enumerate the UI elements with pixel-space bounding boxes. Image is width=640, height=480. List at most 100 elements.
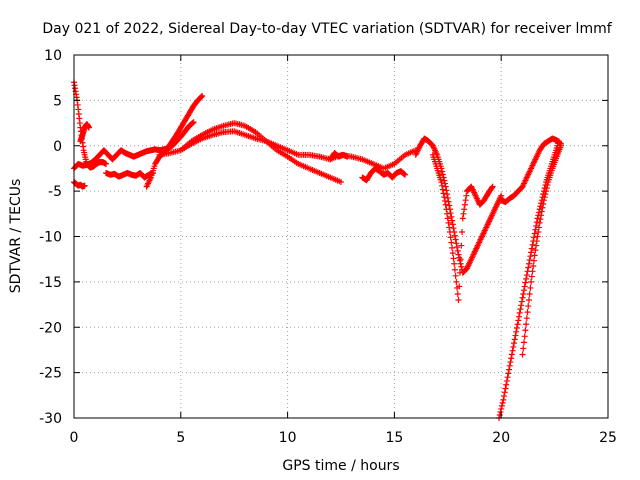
data-point bbox=[514, 321, 521, 328]
data-point bbox=[344, 153, 351, 160]
data-point bbox=[558, 142, 565, 149]
data-point bbox=[523, 275, 530, 282]
x-tick-label: 25 bbox=[599, 430, 617, 446]
data-point bbox=[521, 283, 528, 290]
data-point bbox=[462, 197, 469, 204]
x-tick-label: 10 bbox=[279, 430, 297, 446]
data-point bbox=[517, 306, 524, 313]
data-point bbox=[443, 187, 450, 194]
chart-title: Day 021 of 2022, Sidereal Day-to-day VTE… bbox=[42, 21, 612, 37]
data-point bbox=[544, 182, 551, 189]
data-point bbox=[530, 234, 537, 241]
data-point bbox=[498, 405, 505, 412]
data-point bbox=[526, 290, 533, 297]
x-tick-label: 15 bbox=[385, 430, 403, 446]
data-point bbox=[199, 92, 206, 99]
data-point bbox=[515, 317, 522, 324]
data-point bbox=[189, 119, 196, 126]
data-point bbox=[501, 393, 508, 400]
series-satellite-track-2 bbox=[71, 119, 197, 172]
data-point bbox=[446, 202, 453, 209]
data-point bbox=[538, 208, 545, 215]
y-tick-label: 10 bbox=[44, 48, 62, 64]
y-axis-title: SDTVAR / TECUs bbox=[8, 179, 24, 294]
data-point bbox=[448, 239, 455, 246]
data-point bbox=[541, 194, 548, 201]
data-point bbox=[451, 266, 458, 273]
data-point bbox=[522, 327, 529, 334]
data-point bbox=[525, 264, 532, 271]
data-point bbox=[444, 191, 451, 198]
data-point bbox=[441, 194, 448, 201]
data-point bbox=[450, 225, 457, 232]
data-point bbox=[81, 182, 88, 189]
x-tick-label: 0 bbox=[70, 430, 79, 446]
series-satellite-track-3 bbox=[71, 179, 88, 190]
data-point bbox=[533, 242, 540, 249]
data-point bbox=[528, 273, 535, 280]
data-point bbox=[441, 197, 448, 204]
y-tick-label: -20 bbox=[39, 320, 62, 336]
data-point bbox=[511, 336, 518, 343]
data-point bbox=[454, 244, 461, 251]
data-point bbox=[449, 244, 456, 251]
data-point bbox=[459, 228, 466, 235]
data-point bbox=[442, 201, 449, 208]
series-satellite-track-11 bbox=[412, 135, 505, 276]
data-point bbox=[449, 221, 456, 228]
data-point bbox=[498, 402, 505, 409]
grid-lines bbox=[74, 55, 608, 418]
y-tick-label: -15 bbox=[39, 275, 62, 291]
data-point bbox=[555, 138, 562, 145]
data-point bbox=[496, 411, 503, 418]
data-point bbox=[536, 219, 543, 226]
data-point bbox=[508, 351, 515, 358]
data-point bbox=[455, 297, 462, 304]
data-point bbox=[447, 234, 454, 241]
series-satellite-track-12 bbox=[429, 151, 496, 304]
data-point bbox=[512, 332, 519, 339]
data-point bbox=[444, 210, 451, 217]
data-point bbox=[518, 302, 525, 309]
series-satellite-track-15 bbox=[519, 142, 565, 358]
data-point bbox=[439, 168, 446, 175]
data-point bbox=[444, 215, 451, 222]
data-point bbox=[198, 93, 205, 100]
x-axis-title: GPS time / hours bbox=[282, 458, 399, 474]
data-point bbox=[439, 171, 446, 178]
data-point bbox=[519, 294, 526, 301]
data-point bbox=[530, 257, 537, 264]
y-tick-label: 0 bbox=[53, 139, 62, 155]
data-point bbox=[456, 269, 463, 276]
data-point bbox=[445, 198, 452, 205]
data-point bbox=[445, 219, 452, 226]
data-point bbox=[501, 389, 508, 396]
data-point bbox=[459, 215, 466, 222]
data-point bbox=[452, 272, 459, 279]
data-point bbox=[103, 160, 110, 167]
axis-ticks: 0 5 10 15 20 25 -30 -25 -20 -15 -10 -5 0 5 10 bbox=[39, 48, 617, 446]
data-point bbox=[528, 245, 535, 252]
data-point bbox=[451, 260, 458, 267]
y-tick-label: -25 bbox=[39, 366, 62, 382]
data-point bbox=[458, 263, 465, 270]
data-point bbox=[538, 212, 545, 219]
data-point bbox=[520, 339, 527, 346]
data-point bbox=[461, 201, 468, 208]
data-point bbox=[488, 184, 495, 191]
data-point bbox=[531, 252, 538, 259]
data-point bbox=[537, 216, 544, 223]
data-point bbox=[402, 171, 409, 178]
data-point bbox=[452, 236, 459, 243]
data-point bbox=[525, 260, 532, 267]
data-point bbox=[540, 200, 547, 207]
data-point bbox=[509, 347, 516, 354]
data-point bbox=[535, 224, 542, 231]
data-point bbox=[443, 206, 450, 213]
data-point bbox=[442, 183, 449, 190]
data-point bbox=[535, 228, 542, 235]
data-point bbox=[85, 124, 92, 131]
data-point bbox=[502, 385, 509, 392]
series-satellite-track-7 bbox=[156, 128, 419, 172]
